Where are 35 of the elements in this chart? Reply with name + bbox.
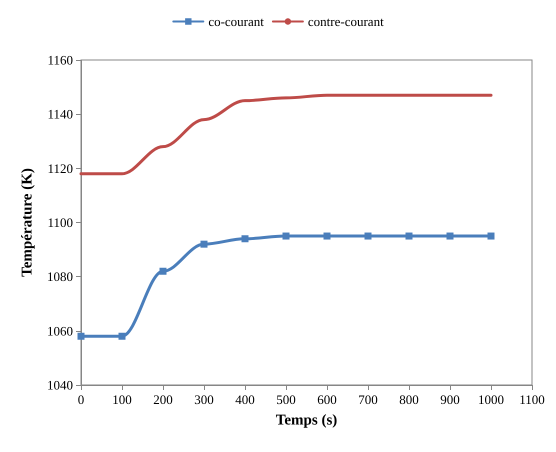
y-tick-label: 1080 <box>47 269 73 284</box>
y-tick-label: 1140 <box>47 106 73 122</box>
x-tick-label: 100 <box>112 392 132 407</box>
point <box>364 232 372 240</box>
y-tick-label: 1040 <box>47 378 73 392</box>
x-tick-label: 600 <box>317 392 337 407</box>
legend-label: contre-courant <box>308 14 384 29</box>
y-tick-label: 1060 <box>47 323 73 338</box>
point <box>200 240 208 248</box>
point <box>488 232 494 240</box>
legend-label: co-courant <box>208 14 264 29</box>
point <box>160 268 166 275</box>
y-tick-label: 1100 <box>47 215 73 230</box>
x-tick-label: 0 <box>78 392 84 407</box>
x-tick-label: 400 <box>235 392 255 407</box>
point <box>282 232 290 240</box>
x-tick-label: 900 <box>440 392 460 407</box>
point <box>324 232 330 240</box>
point <box>118 332 126 340</box>
point <box>446 232 454 240</box>
x-tick-label: 700 <box>358 392 378 407</box>
x-axis-title: Temps (s) <box>276 412 338 428</box>
line-series <box>80 94 492 176</box>
x-tick-label: 300 <box>194 392 214 407</box>
y-tick-label: 1120 <box>47 160 73 176</box>
x-tick-label: 200 <box>153 392 173 407</box>
x-tick-label: 500 <box>276 392 296 407</box>
x-tick-label: 1000 <box>478 392 504 407</box>
x-tick-label: 1100 <box>519 392 545 407</box>
y-tick-label: 1160 <box>47 52 73 68</box>
point <box>406 232 412 240</box>
y-axis-title: Température (K) <box>20 168 36 277</box>
x-tick-label: 800 <box>399 392 419 407</box>
point <box>242 235 248 242</box>
point <box>78 332 84 340</box>
